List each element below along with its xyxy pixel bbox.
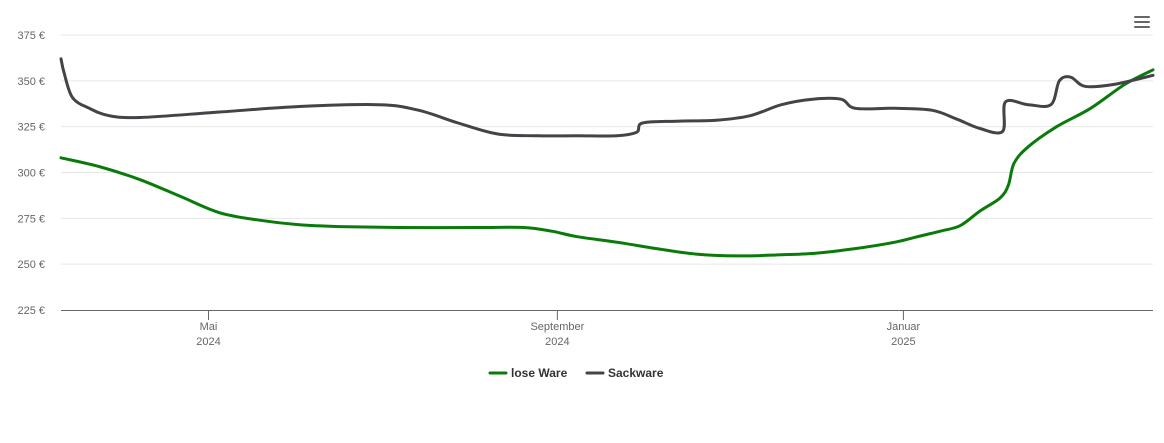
x-axis-ticks: Mai 2024 September 2024 Januar 2025 <box>196 310 921 348</box>
x-tick-year-label: 2024 <box>196 336 220 348</box>
x-tick-month-label: Mai <box>200 321 218 333</box>
y-tick-label: 375 € <box>17 30 45 42</box>
y-tick-label: 250 € <box>17 259 45 271</box>
x-tick-month-label: Januar <box>887 321 921 333</box>
legend[interactable]: lose Ware Sackware <box>488 366 664 380</box>
y-tick-label: 325 € <box>17 122 45 134</box>
y-tick-label: 300 € <box>17 168 45 180</box>
legend-item-sackware[interactable]: Sackware <box>585 366 664 380</box>
y-tick-label: 275 € <box>17 213 45 225</box>
series-line-sackware[interactable] <box>59 57 1155 138</box>
y-axis-labels: 225 € 250 € 275 € 300 € 325 € 350 € 375 € <box>17 30 45 317</box>
series-line-lose-ware[interactable] <box>59 68 1155 258</box>
series-lines <box>59 57 1155 258</box>
x-tick-year-label: 2025 <box>891 336 915 348</box>
grid-lines <box>61 34 1153 265</box>
hamburger-menu-icon[interactable] <box>1130 10 1154 34</box>
legend-label: lose Ware <box>511 366 568 380</box>
x-tick-year-label: 2024 <box>545 336 569 348</box>
x-tick-month-label: September <box>530 321 584 333</box>
y-tick-label: 225 € <box>17 305 45 317</box>
y-tick-label: 350 € <box>17 76 45 88</box>
legend-item-lose-ware[interactable]: lose Ware <box>488 366 568 380</box>
legend-label: Sackware <box>608 366 664 380</box>
